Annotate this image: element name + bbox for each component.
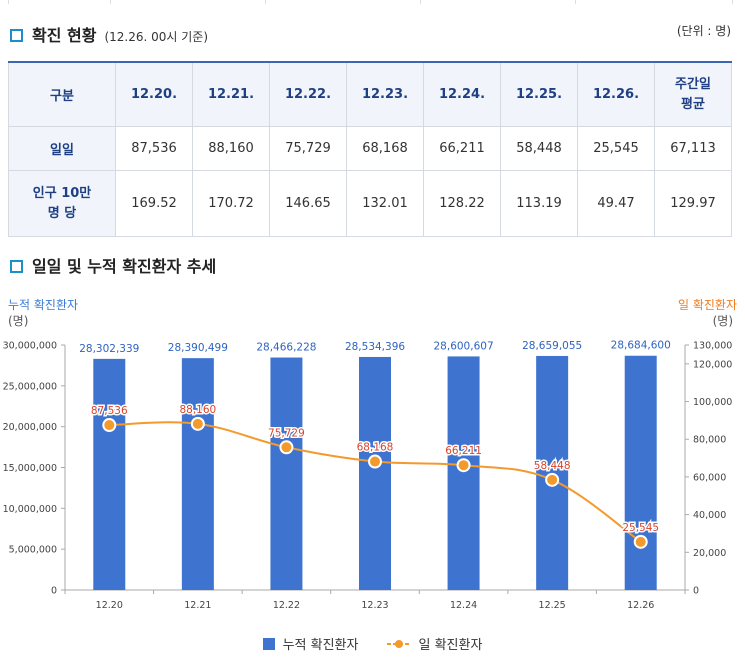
y-right-tick-label: 60,000 xyxy=(693,472,726,483)
x-tick-label: 12.23 xyxy=(361,600,388,611)
square-bullet-icon xyxy=(10,260,23,273)
y-left-tick-label: 25,000,000 xyxy=(3,381,57,392)
y-left-unit: (명) xyxy=(8,314,29,328)
line-value-label: 87,536 xyxy=(91,405,128,417)
line-point-daily xyxy=(368,454,382,469)
bar-cumulative xyxy=(359,356,391,590)
table-cell: 87,536 xyxy=(115,126,193,171)
y-left-tick-label: 15,000,000 xyxy=(3,463,57,474)
y-right-tick-label: 0 xyxy=(693,586,699,597)
bar-value-label: 28,600,607 xyxy=(434,340,494,352)
bar-value-label: 28,684,600 xyxy=(611,340,671,352)
y-left-tick-label: 30,000,000 xyxy=(3,341,57,352)
line-value-label: 25,545 xyxy=(622,522,659,534)
x-tick-label: 12.21 xyxy=(184,600,211,611)
line-point-daily xyxy=(190,416,205,431)
chart-legend: 누적 확진환자 일 확진환자 xyxy=(0,634,745,653)
table-cell: 170.72 xyxy=(192,170,270,237)
table-cell: 88,160 xyxy=(192,126,270,171)
top-divider xyxy=(0,0,745,10)
y-right-tick-label: 40,000 xyxy=(693,510,726,521)
table-header: 12.24. xyxy=(423,61,501,127)
table-header: 12.26. xyxy=(577,61,655,127)
line-marker-swatch-icon xyxy=(387,639,412,648)
row-label: 인구 10만 명 당 xyxy=(8,170,116,237)
table-cell: 75,729 xyxy=(269,126,347,171)
bar-value-label: 28,659,055 xyxy=(522,340,582,352)
unit-label: (단위 : 명) xyxy=(676,24,731,38)
bar-swatch-icon xyxy=(262,637,275,650)
bar-cumulative xyxy=(270,357,303,590)
line-point-daily xyxy=(102,418,117,433)
x-tick-label: 12.24 xyxy=(450,600,477,611)
bar-cumulative xyxy=(624,355,657,590)
table-cell: 49.47 xyxy=(577,170,655,237)
table-cell: 58,448 xyxy=(500,126,578,171)
table-cell: 113.19 xyxy=(500,170,578,237)
section-title-status: 확진 현황 (12.26. 00시 기준) xyxy=(10,22,208,46)
line-value-label: 58,448 xyxy=(534,460,571,472)
bar-cumulative xyxy=(93,358,126,590)
line-point-daily xyxy=(545,472,560,487)
line-value-label: 68,168 xyxy=(357,442,394,454)
line-point-daily xyxy=(633,534,648,549)
y-left-tick-label: 10,000,000 xyxy=(3,504,57,515)
line-value-label: 75,729 xyxy=(268,427,305,439)
y-right-tick-label: 20,000 xyxy=(693,548,726,559)
y-left-tick-label: 0 xyxy=(51,586,57,597)
line-value-label: 66,211 xyxy=(445,445,482,457)
table-cell: 129.97 xyxy=(654,170,732,237)
y-right-tick-label: 130,000 xyxy=(693,341,732,352)
x-tick-label: 12.22 xyxy=(273,600,300,611)
y-left-title: 누적 확진환자 xyxy=(8,298,79,312)
status-subtitle: (12.26. 00시 기준) xyxy=(104,30,209,44)
bar-cumulative xyxy=(181,358,214,590)
bar-value-label: 28,302,339 xyxy=(79,343,139,355)
y-left-tick-label: 20,000,000 xyxy=(3,422,57,433)
table-header: 주간일 평균 xyxy=(654,61,732,127)
bar-cumulative xyxy=(447,356,480,590)
line-point-daily xyxy=(456,458,471,473)
x-tick-label: 12.25 xyxy=(539,600,566,611)
bar-value-label: 28,534,396 xyxy=(345,341,405,353)
table-cell: 25,545 xyxy=(577,126,655,171)
section-title-trend: 일일 및 누적 확진환자 추세 xyxy=(10,253,216,277)
y-left-tick-label: 5,000,000 xyxy=(9,545,57,556)
status-title: 확진 현황 xyxy=(32,26,97,45)
x-tick-label: 12.20 xyxy=(96,600,123,611)
bar-value-label: 28,390,499 xyxy=(168,342,228,354)
legend-item-cumulative[interactable]: 누적 확진환자 xyxy=(262,634,358,653)
table-cell: 146.65 xyxy=(269,170,347,237)
table-cell: 66,211 xyxy=(423,126,501,171)
table-row: 인구 10만 명 당 169.52 170.72 146.65 132.01 1… xyxy=(8,170,732,237)
y-right-tick-label: 120,000 xyxy=(693,359,732,370)
table-header: 12.23. xyxy=(346,61,424,127)
table-cell: 169.52 xyxy=(115,170,193,237)
y-right-unit: (명) xyxy=(712,314,733,328)
line-point-daily xyxy=(279,440,294,455)
table-header: 12.20. xyxy=(115,61,193,127)
bar-value-label: 28,466,228 xyxy=(256,342,316,354)
y-right-title: 일 확진환자 xyxy=(677,298,737,312)
y-right-tick-label: 100,000 xyxy=(693,397,732,408)
table-header: 12.22. xyxy=(269,61,347,127)
table-cell: 67,113 xyxy=(654,126,732,171)
x-tick-label: 12.26 xyxy=(627,600,654,611)
legend-item-daily[interactable]: 일 확진환자 xyxy=(386,634,482,653)
line-value-label: 88,160 xyxy=(179,404,216,416)
table-header: 12.25. xyxy=(500,61,578,127)
table-cell: 132.01 xyxy=(346,170,424,237)
y-right-tick-label: 80,000 xyxy=(693,435,726,446)
trend-title: 일일 및 누적 확진환자 추세 xyxy=(32,257,217,276)
square-bullet-icon xyxy=(10,29,23,42)
stats-table: 구분 12.20. 12.21. 12.22. 12.23. 12.24. 12… xyxy=(8,61,732,237)
